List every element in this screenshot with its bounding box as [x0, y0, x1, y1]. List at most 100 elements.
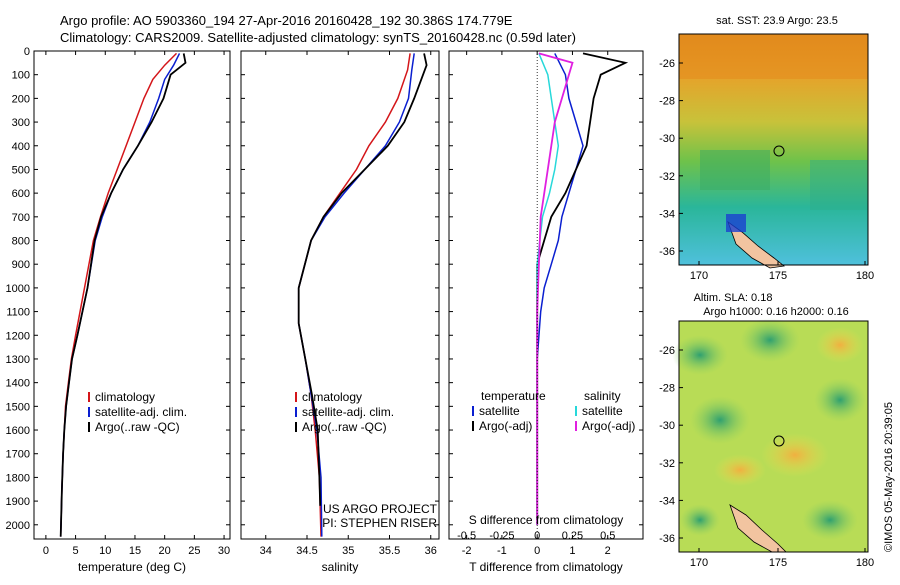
legend-label: satellite — [479, 404, 520, 418]
y-tick-label: 1500 — [6, 401, 30, 413]
y-tick-label: 1300 — [6, 354, 30, 366]
x-tick-label: 15 — [129, 545, 141, 557]
sst-map-argo-marker — [773, 145, 785, 157]
plot-frame — [33, 50, 231, 540]
map-x-tick-label: 180 — [856, 557, 874, 569]
x-tick-label: 2 — [605, 545, 611, 557]
x-tick-label: 34 — [260, 545, 272, 557]
legend-label: climatology — [302, 390, 362, 404]
map-x-tick-label: 175 — [769, 270, 787, 282]
y-tick-label: 1600 — [6, 425, 30, 437]
sla-map-title: Altim. SLA: 0.18 — [694, 292, 773, 304]
x-tick-label: 10 — [99, 545, 111, 557]
top-axis-label: S difference from climatology — [469, 513, 624, 527]
x-tick-label: 0 — [43, 545, 49, 557]
y-tick-label: 1700 — [6, 449, 30, 461]
header-line-1: Argo profile: AO 5903360_194 27-Apr-2016… — [60, 13, 513, 28]
map-x-tick-label: 170 — [690, 270, 708, 282]
x-tick-label: 1 — [569, 545, 575, 557]
x-tick-label: 20 — [159, 545, 171, 557]
map-y-tick-label: -34 — [659, 495, 675, 507]
y-tick-label: 2000 — [6, 520, 30, 532]
map-y-tick-label: -26 — [659, 58, 675, 70]
sla-map: Altim. SLA: 0.18 Argo h1000: 0.16 h2000:… — [659, 292, 874, 569]
legend-label: satellite-adj. clim. — [95, 405, 187, 419]
sst-map-land — [727, 220, 785, 269]
map-y-tick-label: -34 — [659, 208, 675, 220]
y-tick-label: 800 — [12, 236, 30, 248]
map-x-tick-label: 170 — [690, 557, 708, 569]
map-x-tick-label: 175 — [769, 557, 787, 569]
legend-title: temperature — [481, 389, 546, 403]
panel-3: -2 -1 0 1 2 T difference from climatology S di… — [448, 50, 644, 574]
y-tick-label: 500 — [12, 164, 30, 176]
annotation-text: US ARGO PROJECT — [323, 502, 438, 516]
map-y-tick-label: -32 — [659, 171, 675, 183]
y-tick-label: 1800 — [6, 472, 30, 484]
map-y-tick-label: -32 — [659, 458, 675, 470]
top-tick-label: 0 — [534, 530, 540, 542]
x-tick-label: 0 — [534, 545, 540, 557]
sla-map-argo-marker — [773, 435, 785, 447]
legend-label: climatology — [95, 390, 155, 404]
series-line — [536, 52, 629, 525]
x-tick-label: -2 — [462, 545, 472, 557]
y-tick-label: 900 — [12, 259, 30, 271]
plot-frame — [448, 50, 644, 540]
x-tick-label: 30 — [218, 545, 230, 557]
map-y-tick-label: -28 — [659, 96, 675, 108]
x-axis-label: temperature (deg C) — [78, 560, 186, 574]
x-tick-label: 35.5 — [379, 545, 400, 557]
map-y-tick-label: -36 — [659, 246, 675, 258]
x-tick-label: 36 — [425, 545, 437, 557]
series-line — [59, 53, 181, 537]
top-tick-label: 0.25 — [562, 530, 583, 542]
y-tick-label: 1900 — [6, 496, 30, 508]
series-line — [59, 52, 178, 537]
y-tick-label: 0 — [24, 46, 30, 58]
x-tick-label: 25 — [188, 545, 200, 557]
map-y-tick-label: -30 — [659, 420, 675, 432]
series-line — [536, 52, 574, 525]
panel-2: 34 34.5 35 35.5 36 salinity climatologysatelli… — [240, 50, 440, 574]
map-y-tick-label: -28 — [659, 383, 675, 395]
x-tick-label: 34.5 — [296, 545, 317, 557]
legend-label: satellite-adj. clim. — [302, 405, 394, 419]
plot-frame — [240, 50, 440, 540]
sst-map: sat. SST: 23.9 Argo: 23.5 170 175 180 -26 -2… — [659, 15, 874, 282]
legend-label: Argo(..raw -QC) — [95, 420, 180, 434]
y-tick-label: 1100 — [6, 307, 30, 319]
y-tick-label: 1400 — [6, 378, 30, 390]
annotation-text: PI: STEPHEN RISER — [322, 516, 437, 530]
legend-label: satellite — [582, 404, 623, 418]
series-line — [297, 53, 411, 537]
map-x-tick-label: 180 — [856, 270, 874, 282]
sla-map-subtitle: Argo h1000: 0.16 h2000: 0.16 — [703, 306, 849, 318]
header-line-2: Climatology: CARS2009. Satellite-adjuste… — [60, 30, 576, 45]
x-axis-label: salinity — [322, 560, 359, 574]
x-axis-label: T difference from climatology — [469, 560, 623, 574]
legend-label: Argo(-adj) — [479, 419, 532, 433]
series-line — [297, 53, 415, 537]
series-line — [59, 53, 187, 537]
x-tick-label: 5 — [73, 545, 79, 557]
y-tick-label: 400 — [12, 141, 30, 153]
legend-title: salinity — [584, 389, 621, 403]
y-tick-label: 100 — [12, 70, 30, 82]
legend-label: Argo(-adj) — [582, 419, 635, 433]
panel-1: 0 5 10 15 20 25 300100200300400500600700800900… — [6, 46, 231, 574]
map-y-tick-label: -36 — [659, 533, 675, 545]
series-line — [297, 53, 428, 506]
map-y-tick-label: -26 — [659, 345, 675, 357]
top-tick-label: -0.25 — [489, 530, 514, 542]
series-line — [536, 53, 584, 525]
top-tick-label: -0.5 — [457, 530, 476, 542]
legend-label: Argo(..raw -QC) — [302, 420, 387, 434]
sst-map-title: sat. SST: 23.9 Argo: 23.5 — [716, 15, 838, 27]
y-tick-label: 700 — [12, 212, 30, 224]
x-tick-label: -1 — [497, 545, 507, 557]
y-tick-label: 600 — [12, 188, 30, 200]
y-tick-label: 300 — [12, 117, 30, 129]
y-tick-label: 1000 — [6, 283, 30, 295]
